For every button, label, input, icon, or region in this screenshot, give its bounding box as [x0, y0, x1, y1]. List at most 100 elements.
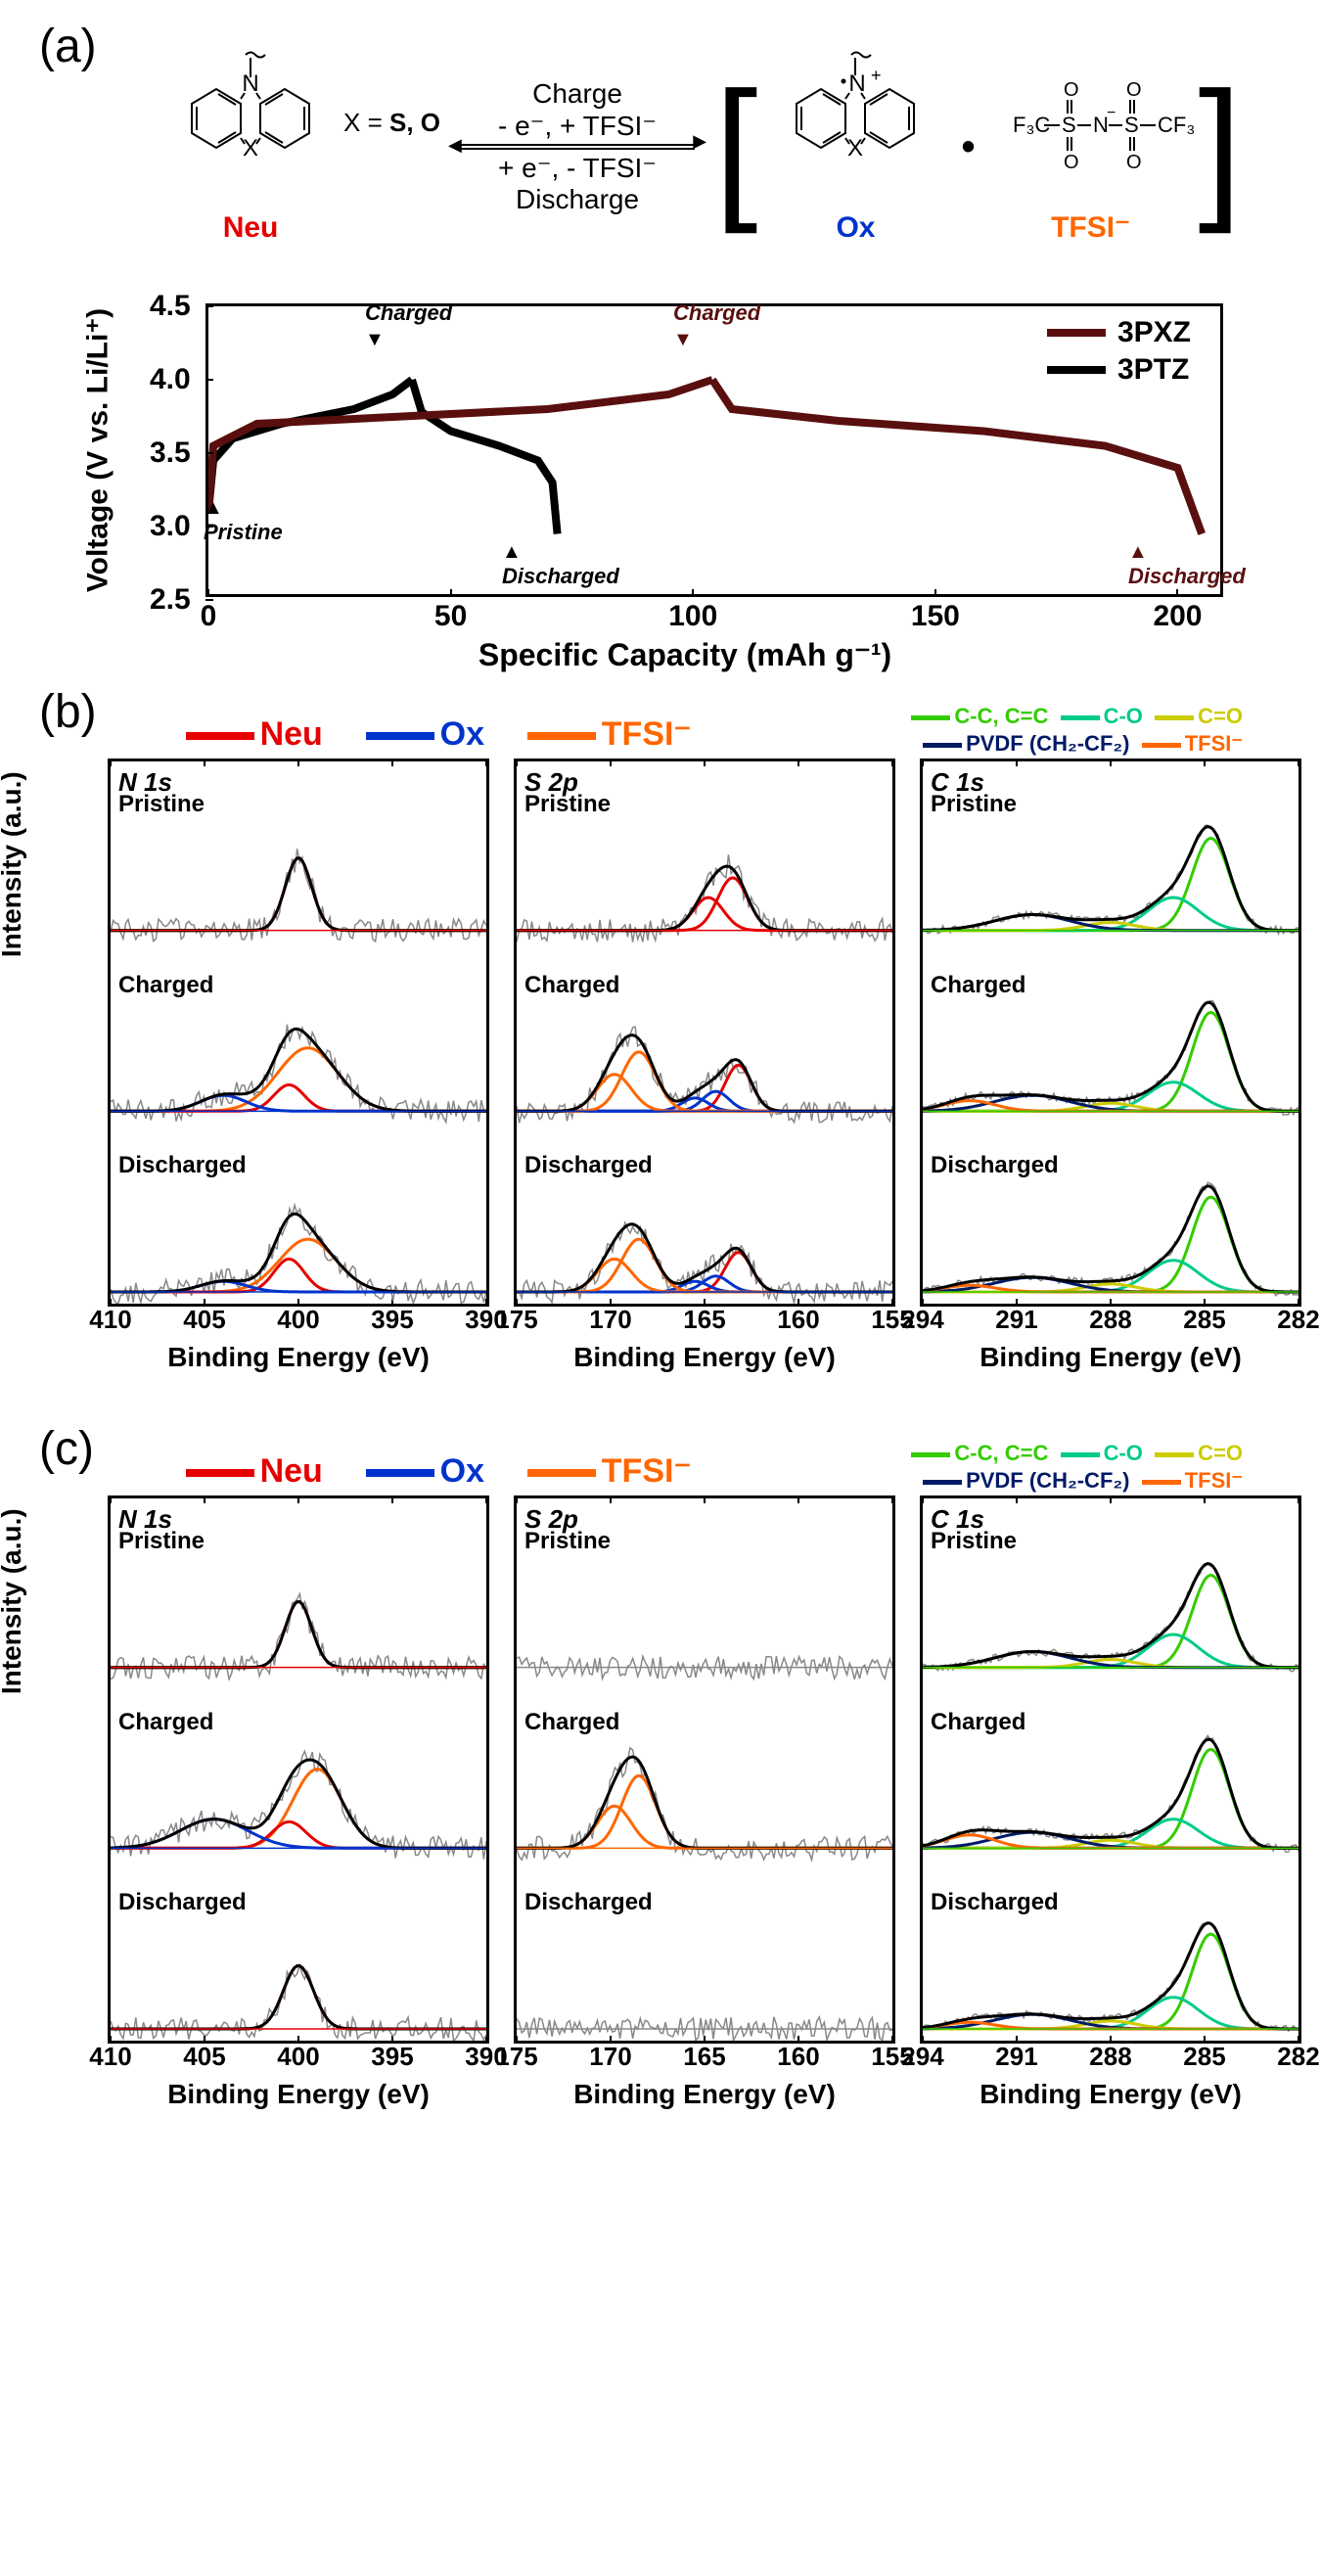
panel-b: (b) Neu Ox TFSI⁻ C-C, C=C C-O C=O PVDF (… [39, 695, 1282, 1373]
ylabel-c: Intensity (a.u.) [0, 1508, 27, 1694]
xps-state-label: Charged [118, 972, 213, 999]
xps-state-label: Pristine [524, 1528, 611, 1555]
leg-tfsi2: TFSI⁻ [1185, 731, 1243, 756]
xps-state-label: Charged [524, 1709, 619, 1736]
sp-tfsi-c: TFSI⁻ [602, 1452, 692, 1490]
xps-xtick: 285 [1183, 2042, 1225, 2072]
svg-text:O: O [1064, 79, 1079, 101]
xps-xtick: 288 [1089, 2042, 1131, 2072]
svg-text:S: S [1124, 113, 1139, 137]
svg-text:O: O [1126, 79, 1142, 101]
xps-state-label: Charged [118, 1709, 213, 1736]
complex-dot: • [961, 125, 975, 169]
c1s-legend-c: C-C, C=C C-O C=O PVDF (CH₂-CF₂) TFSI⁻ [832, 1441, 1243, 1495]
marker-charged-ptz: Charged [365, 300, 452, 325]
svg-text:X: X [847, 135, 863, 161]
leg-cc: C-C, C=C [954, 704, 1048, 728]
xps-xtick: 294 [901, 2042, 943, 2072]
panel-b-label: (b) [39, 685, 97, 739]
xps-xtick: 410 [89, 2042, 131, 2072]
panel-a-label: (a) [39, 20, 97, 73]
xps-b-c1s: C 1s294291288285282PristineChargedDischa… [920, 759, 1301, 1373]
xps-state-label: Pristine [118, 791, 205, 818]
x-values: S, O [389, 108, 440, 137]
sp-ox: Ox [440, 715, 484, 753]
marker-disch-pxz: Discharged [1128, 564, 1246, 588]
marker-pristine: Pristine [204, 520, 283, 544]
chart-a-xtick: 150 [911, 600, 960, 633]
xps-b-n1s: Intensity (a.u.) N 1s410405400395390Pris… [108, 759, 489, 1373]
xps-xtick: 282 [1277, 2042, 1319, 2072]
xps-xtick: 405 [183, 1305, 225, 1335]
chart-a-ytick: 2.5 [150, 583, 191, 617]
xps-state-label: Discharged [931, 1152, 1059, 1179]
xps-c-c1s: C 1s294291288285282PristineChargedDischa… [920, 1495, 1301, 2110]
xlabel-b-s2p: Binding Energy (eV) [514, 1342, 895, 1373]
legend-3pxz: 3PXZ [1117, 316, 1191, 349]
xps-xtick: 170 [589, 1305, 631, 1335]
xps-state-label: Charged [931, 972, 1025, 999]
chart-a-ytick: 3.5 [150, 437, 191, 470]
xps-xtick: 400 [277, 1305, 319, 1335]
xlabel-c-s2p: Binding Energy (eV) [514, 2079, 895, 2110]
xps-state-label: Pristine [931, 791, 1017, 818]
sp-tfsi: TFSI⁻ [602, 715, 692, 753]
chart-a-ytick: 4.0 [150, 363, 191, 396]
svg-text:S: S [1062, 113, 1076, 137]
tfsi-label: TFSI⁻ [983, 210, 1199, 245]
xps-xtick: 165 [683, 2042, 725, 2072]
xps-row-c: Intensity (a.u.) N 1s410405400395390Pris… [108, 1495, 1301, 2110]
xps-xtick: 395 [371, 1305, 413, 1335]
xlabel-b-n1s: Binding Energy (eV) [108, 1342, 489, 1373]
xps-state-label: Pristine [118, 1528, 205, 1555]
panel-c: (c) Neu Ox TFSI⁻ C-C, C=C C-O C=O PVDF (… [39, 1432, 1282, 2110]
chart-a-ytick: 4.5 [150, 290, 191, 323]
leg-ceo: C=O [1198, 704, 1243, 728]
chart-a-xlabel: Specific Capacity (mAh g⁻¹) [478, 636, 891, 673]
reaction-arrows: Charge - e⁻, + TFSI⁻ + e⁻, - TFSI⁻ Disch… [440, 78, 714, 215]
species-legend-b: Neu Ox TFSI⁻ [39, 714, 832, 754]
xps-xtick: 294 [901, 1305, 943, 1335]
xps-b-s2p: S 2p175170165160155PristineChargedDischa… [514, 759, 895, 1373]
chart-a-ylabel: Voltage (V vs. Li/Li⁺) [81, 308, 115, 592]
molecule-neu: N X [148, 50, 353, 197]
voltage-capacity-chart: Voltage (V vs. Li/Li⁺) 3PXZ 3PTZ ▲Pristi… [108, 284, 1262, 656]
charge-eq: - e⁻, + TFSI⁻ [440, 110, 714, 142]
chart-a-xtick: 200 [1153, 600, 1202, 633]
xps-xtick: 285 [1183, 1305, 1225, 1335]
svg-text:−: − [1107, 105, 1116, 121]
xps-row-b: Intensity (a.u.) N 1s410405400395390Pris… [108, 759, 1301, 1373]
svg-text:O: O [1064, 152, 1079, 173]
xlabel-c-n1s: Binding Energy (eV) [108, 2079, 489, 2110]
xlabel-c-c1s: Binding Energy (eV) [920, 2079, 1301, 2110]
discharge-eq: + e⁻, - TFSI⁻ [440, 152, 714, 184]
panel-a: (a) N X [39, 20, 1282, 656]
xps-xtick: 175 [495, 1305, 537, 1335]
xps-xtick: 410 [89, 1305, 131, 1335]
xps-state-label: Pristine [524, 791, 611, 818]
xps-xtick: 400 [277, 2042, 319, 2072]
c1s-legend-b: C-C, C=C C-O C=O PVDF (CH₂-CF₂) TFSI⁻ [832, 704, 1243, 759]
xps-c-n1s: Intensity (a.u.) N 1s410405400395390Pris… [108, 1495, 489, 2110]
svg-text:CF₃: CF₃ [1158, 113, 1195, 137]
xps-state-label: Discharged [118, 1889, 247, 1916]
leg-pvdf: PVDF (CH₂-CF₂) [966, 731, 1129, 756]
xps-xtick: 288 [1089, 1305, 1131, 1335]
ylabel-b: Intensity (a.u.) [0, 771, 27, 957]
x-equals: X = [343, 108, 389, 137]
xps-xtick: 291 [995, 1305, 1037, 1335]
marker-charged-pxz: Charged [673, 300, 760, 325]
chart-a-plot: 3PXZ 3PTZ ▲Pristine Charged▼ Charged▼ ▲D… [205, 303, 1223, 597]
xps-state-label: Discharged [524, 1152, 653, 1179]
chart-a-xtick: 100 [668, 600, 717, 633]
bracket-right: ] [1199, 78, 1242, 215]
sp-ox-c: Ox [440, 1452, 484, 1490]
xps-xtick: 160 [777, 2042, 819, 2072]
bracket-left: [ [714, 78, 757, 215]
xps-state-label: Discharged [118, 1152, 247, 1179]
marker-disch-ptz: Discharged [502, 564, 619, 588]
xps-state-label: Charged [524, 972, 619, 999]
charge-label: Charge [440, 78, 714, 110]
xps-xtick: 165 [683, 1305, 725, 1335]
svg-text:X: X [243, 135, 258, 161]
